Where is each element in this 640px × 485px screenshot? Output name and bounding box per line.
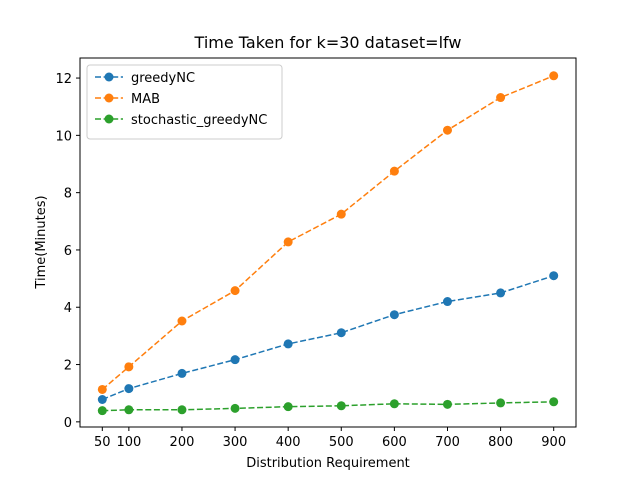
- series-line: [102, 275, 554, 401]
- x-axis-label: Distribution Requirement: [246, 456, 410, 471]
- data-point: [283, 402, 293, 412]
- data-point: [230, 403, 240, 413]
- data-point: [442, 297, 452, 307]
- legend-entry: stochastic_greedyNC: [95, 113, 267, 128]
- x-tick-label: 50: [94, 435, 111, 450]
- x-tick-label: 100: [116, 435, 141, 450]
- y-tick-label: 12: [55, 72, 72, 87]
- x-tick-label: 700: [435, 435, 460, 450]
- data-point: [549, 397, 559, 407]
- data-point: [124, 384, 134, 394]
- data-point: [97, 406, 107, 416]
- data-point: [283, 339, 293, 349]
- data-point: [230, 286, 240, 296]
- legend: greedyNC MAB stochastic_greedyNC: [86, 64, 283, 140]
- x-tick-label: 300: [223, 435, 248, 450]
- x-tick-label: 600: [382, 435, 407, 450]
- series-stochastic_greedyNC: [97, 397, 559, 416]
- x-tick-label: 500: [329, 435, 354, 450]
- data-point: [496, 398, 506, 408]
- x-tick-label: 400: [276, 435, 301, 450]
- data-point: [230, 355, 240, 365]
- data-point: [283, 237, 293, 247]
- y-tick-label: 6: [64, 244, 72, 259]
- data-point: [336, 209, 346, 219]
- legend-entry: MAB: [95, 92, 160, 107]
- legend-marker: [104, 93, 114, 103]
- data-point: [97, 384, 107, 394]
- data-point: [549, 271, 559, 281]
- data-point: [389, 310, 399, 320]
- x-tick-label: 900: [541, 435, 566, 450]
- y-tick-label: 10: [55, 129, 72, 144]
- series-line: [101, 75, 554, 391]
- data-point: [442, 125, 452, 135]
- y-tick-label: 0: [64, 416, 72, 431]
- data-point: [496, 288, 506, 298]
- y-axis-label: Time(Minutes): [34, 195, 49, 289]
- y-tick-label: 8: [64, 187, 72, 202]
- data-point: [336, 401, 346, 411]
- series-MAB: [97, 71, 559, 394]
- plot-frame: [79, 57, 577, 428]
- data-point: [336, 328, 346, 338]
- data-point: [496, 93, 506, 103]
- axis-ticks: 50 100 200 300 400 500 600 700 800 900 0 2 4 6 8 10 12: [55, 72, 566, 450]
- y-tick-label: 2: [64, 359, 72, 374]
- data-point: [177, 316, 187, 326]
- chart-title: Time Taken for k=30 dataset=lfw: [194, 33, 462, 52]
- legend-marker: [104, 114, 114, 124]
- legend-entry: greedyNC: [95, 71, 195, 86]
- data-point: [389, 399, 399, 409]
- data-point: [549, 71, 559, 81]
- data-point: [177, 405, 187, 415]
- legend-label: greedyNC: [131, 71, 195, 86]
- series-greedyNC: [97, 271, 559, 404]
- y-tick-label: 4: [64, 301, 72, 316]
- legend-label: stochastic_greedyNC: [131, 113, 267, 128]
- legend-label: MAB: [131, 92, 160, 107]
- data-point: [124, 405, 134, 415]
- data-point: [97, 394, 107, 404]
- legend-box: [86, 64, 283, 140]
- data-point: [442, 399, 452, 409]
- data-point: [177, 368, 187, 378]
- data-point: [124, 362, 134, 372]
- legend-marker: [104, 72, 114, 82]
- series-line: [102, 401, 554, 412]
- series-lines: [97, 71, 559, 416]
- x-tick-label: 800: [488, 435, 513, 450]
- data-point: [389, 166, 399, 176]
- x-tick-label: 200: [170, 435, 195, 450]
